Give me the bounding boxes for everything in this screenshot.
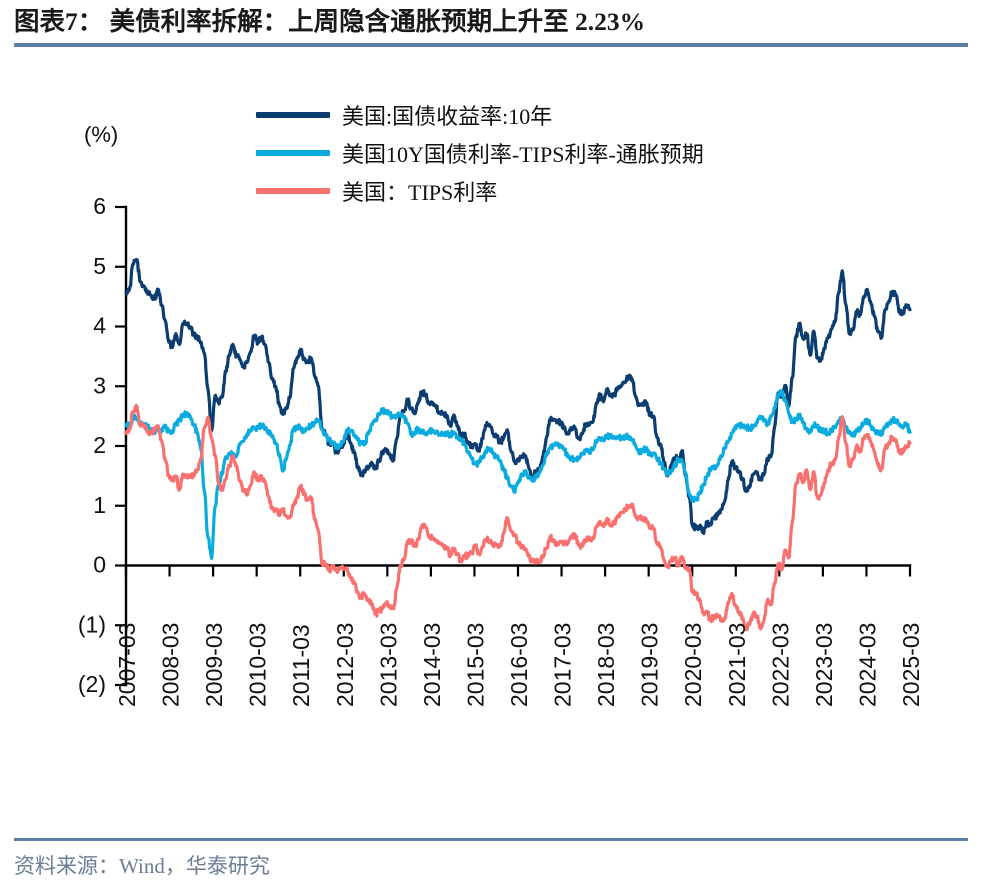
legend-swatch-breakeven-inflation: [256, 150, 330, 156]
y-tick-label: 5: [93, 253, 106, 279]
chart-legend: 美国:国债收益率:10年 美国10Y国债利率-TIPS利率-通胀预期 美国：TI…: [256, 96, 896, 210]
x-tick-label: 2017-03: [550, 623, 576, 707]
y-tick-label: 0: [93, 552, 106, 578]
y-tick-label: (1): [78, 611, 106, 637]
legend-label-tips-rate: 美国：TIPS利率: [342, 180, 498, 205]
legend-item-tips-rate: 美国：TIPS利率: [256, 172, 896, 210]
x-axis-ticks: [124, 565, 912, 577]
y-axis-ticks: 6 5 4 3 2 1 0 (1) (2): [78, 193, 126, 697]
y-tick-label: 4: [93, 313, 106, 339]
title-divider: [14, 43, 968, 47]
x-tick-label: 2015-03: [462, 623, 488, 707]
series-line-2: [124, 403, 912, 632]
legend-swatch-tips-rate: [256, 188, 330, 194]
y-tick-label: 2: [93, 432, 106, 458]
series-lines: [124, 257, 912, 632]
x-tick-label: 2024-03: [854, 623, 880, 707]
figure-title: 图表7： 美债利率拆解：上周隐含通胀预期上升至 2.23%: [14, 7, 646, 36]
axis-lines: [124, 205, 912, 687]
legend-item-treasury-yield: 美国:国债收益率:10年: [256, 96, 896, 134]
y-tick-label: 3: [93, 372, 106, 398]
x-tick-label: 2018-03: [593, 623, 619, 707]
x-tick-label: 2016-03: [506, 623, 532, 707]
x-tick-label: 2014-03: [419, 623, 445, 707]
x-tick-label: 2009-03: [201, 623, 227, 707]
y-tick-label: 1: [93, 492, 106, 518]
x-tick-label: 2023-03: [811, 623, 837, 707]
figure-title-block: 图表7： 美债利率拆解：上周隐含通胀预期上升至 2.23%: [14, 6, 968, 50]
x-tick-label: 2012-03: [332, 623, 358, 707]
x-axis-labels: 2007-03 2008-03 2009-03 2010-03 2011-03 2012-…: [114, 623, 924, 707]
source-note: 资料来源：Wind，华泰研究: [14, 854, 270, 878]
x-tick-label: 2013-03: [375, 623, 401, 707]
x-tick-label: 2010-03: [245, 623, 271, 707]
legend-label-treasury-yield: 美国:国债收益率:10年: [342, 104, 553, 129]
series-line-1: [124, 389, 912, 560]
y-tick-label: (2): [78, 671, 106, 697]
legend-item-breakeven-inflation: 美国10Y国债利率-TIPS利率-通胀预期: [256, 134, 896, 172]
x-tick-label: 2008-03: [158, 623, 184, 707]
x-tick-label: 2020-03: [680, 623, 706, 707]
y-axis-unit-label: (%): [84, 122, 119, 147]
legend-label-breakeven-inflation: 美国10Y国债利率-TIPS利率-通胀预期: [342, 142, 704, 167]
x-tick-label: 2022-03: [767, 623, 793, 707]
legend-swatch-treasury-yield: [256, 112, 330, 118]
x-tick-label: 2019-03: [637, 623, 663, 707]
x-tick-label: 2007-03: [114, 623, 140, 707]
x-tick-label: 2011-03: [288, 624, 314, 707]
x-tick-label: 2021-03: [724, 623, 750, 707]
footer-divider: [14, 838, 968, 841]
x-tick-label: 2025-03: [898, 623, 924, 707]
y-tick-label: 6: [93, 193, 106, 219]
